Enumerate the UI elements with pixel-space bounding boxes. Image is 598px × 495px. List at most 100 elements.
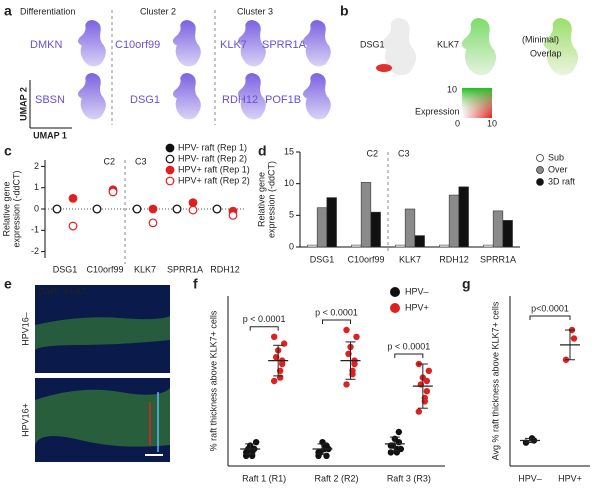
x-tick-label: C10orf99 <box>86 264 123 274</box>
x-tick-label: Raft 3 (R3) <box>387 473 431 483</box>
panel-letter: a <box>4 3 12 19</box>
dot <box>52 204 62 214</box>
umap-blob <box>172 73 201 120</box>
x-tick-label: DSG1 <box>53 264 78 274</box>
x-tick-label: C10orf99 <box>347 254 384 264</box>
dot <box>92 204 102 214</box>
x-tick-label: SPRR1A <box>480 254 516 264</box>
legend-label: HPV- raft (Rep 2) <box>178 153 247 163</box>
point <box>387 449 395 456</box>
bar <box>326 197 337 248</box>
y-tick-label: 2 <box>34 161 39 171</box>
stain-label: DAPI <box>38 286 59 296</box>
dot <box>68 193 78 203</box>
x-tick-label: RDH12 <box>210 264 240 274</box>
dot <box>68 221 78 231</box>
point <box>423 388 431 395</box>
y-tick-label: -2 <box>31 246 39 256</box>
point <box>353 333 360 340</box>
panel-letter: b <box>340 3 349 19</box>
y-axis-label: % raft thickness above KLK7+ cells <box>208 310 218 451</box>
bar <box>404 208 416 248</box>
umap-blob <box>302 20 331 67</box>
overlay-label: Overlap <box>530 48 562 58</box>
bar <box>483 244 494 248</box>
point <box>242 449 250 456</box>
panel-letter: e <box>4 276 12 292</box>
umap-x-label: UMAP 1 <box>33 130 67 140</box>
legend-label: HPV+ raft (Rep 1) <box>178 164 250 174</box>
group-label: Cluster 2 <box>140 6 176 16</box>
y-tick-label: 15 <box>284 146 294 156</box>
bar <box>502 220 513 248</box>
dot <box>148 204 158 214</box>
legend-label: Sub <box>548 152 564 162</box>
bar <box>448 194 460 248</box>
y-tick-label: 5 <box>289 210 294 220</box>
bar <box>439 244 450 248</box>
gene-label: RDH12 <box>222 94 258 106</box>
group-label: Cluster 3 <box>237 6 273 16</box>
legend-tick: 10 <box>487 118 497 128</box>
gene-label: C10orf99 <box>115 39 160 51</box>
legend-label: HPV+ <box>405 302 429 312</box>
point <box>270 333 278 340</box>
point <box>415 408 423 415</box>
bar <box>307 244 318 248</box>
expression-legend <box>462 88 492 118</box>
x-tick-label: HPV+ <box>558 473 582 483</box>
dot <box>188 205 198 215</box>
x-tick-label: HPV– <box>518 473 542 483</box>
x-tick-label: RDH12 <box>439 254 469 264</box>
p-value: p<0.0001 <box>531 303 569 313</box>
stain-label: KLK7 <box>64 286 86 296</box>
p-value: p < 0.0001 <box>243 314 286 324</box>
x-tick-label: KLK7 <box>399 254 421 264</box>
umap-blob <box>77 20 106 67</box>
p-value: p < 0.0001 <box>387 341 430 351</box>
gene-label: DSG1 <box>130 94 160 106</box>
legend-tick: 10 <box>447 84 457 94</box>
overlay-label: DSG1 <box>360 39 385 49</box>
point <box>270 377 278 385</box>
umap-blob <box>543 18 579 76</box>
legend-label: HPV- raft (Rep 1) <box>178 142 247 152</box>
legend-label: HPV– <box>405 286 429 296</box>
point <box>395 428 403 436</box>
point <box>323 452 330 459</box>
umap-blob <box>237 20 266 67</box>
gene-label: SBSN <box>35 94 65 106</box>
bar <box>414 235 425 248</box>
legend-marker <box>536 154 544 162</box>
panel-letter: d <box>258 143 267 159</box>
gene-label: DMKN <box>30 39 62 51</box>
significance-bracket <box>529 315 571 320</box>
bar <box>492 210 504 248</box>
dot <box>172 204 182 214</box>
y-axis-label: Relative gene <box>1 181 11 236</box>
dot <box>108 187 118 197</box>
condition-label: HPV16+ <box>20 403 30 437</box>
condition-label: HPV16– <box>20 312 30 346</box>
legend-label: HPV+ raft (Rep 2) <box>178 175 250 185</box>
x-tick-label: SPRR1A <box>167 264 203 274</box>
y-tick-label: 0 <box>289 241 294 251</box>
group-label: C2 <box>103 156 115 166</box>
x-tick-label: KLK7 <box>134 264 156 274</box>
significance-bracket <box>249 326 279 331</box>
bar <box>360 182 372 248</box>
panel-letter: f <box>193 276 198 292</box>
point <box>425 367 433 374</box>
tissue-top <box>35 316 170 350</box>
x-tick-label: Raft 1 (R1) <box>242 473 286 483</box>
legend-marker <box>390 287 400 297</box>
group-label: C2 <box>366 148 378 158</box>
panel-letter: c <box>4 143 12 159</box>
gene-label: KLK7 <box>220 39 247 51</box>
group-label: C3 <box>398 148 410 158</box>
significance-bracket <box>394 353 424 358</box>
legend-marker <box>165 176 175 186</box>
legend-marker <box>165 143 175 153</box>
y-tick-label: 0 <box>34 203 39 213</box>
bar <box>395 244 406 248</box>
